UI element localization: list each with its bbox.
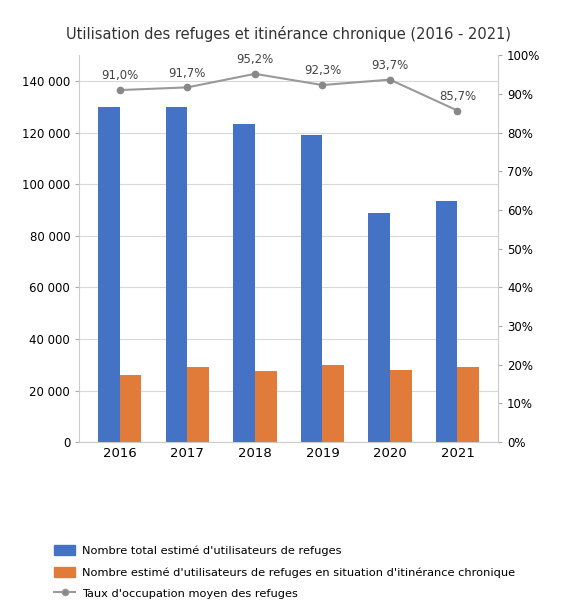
Bar <box>255 371 277 442</box>
Text: 91,0%: 91,0% <box>101 69 139 82</box>
Bar <box>120 375 142 442</box>
Bar <box>323 365 344 442</box>
Bar <box>233 123 255 442</box>
Bar <box>390 370 411 442</box>
Bar <box>368 212 390 442</box>
Text: 95,2%: 95,2% <box>236 53 273 66</box>
Legend: Nombre total estimé d'utilisateurs de refuges, Nombre estimé d'utilisateurs de r: Nombre total estimé d'utilisateurs de re… <box>51 542 518 602</box>
Title: Utilisation des refuges et itinérance chronique (2016 - 2021): Utilisation des refuges et itinérance ch… <box>66 26 511 42</box>
Text: 85,7%: 85,7% <box>439 90 476 103</box>
Bar <box>301 135 323 442</box>
Text: 92,3%: 92,3% <box>304 64 341 77</box>
Bar <box>166 107 187 442</box>
Bar <box>187 367 209 442</box>
Text: 91,7%: 91,7% <box>169 67 206 80</box>
Bar <box>457 367 479 442</box>
Text: 93,7%: 93,7% <box>371 59 409 72</box>
Bar <box>436 201 457 442</box>
Bar <box>98 107 120 442</box>
